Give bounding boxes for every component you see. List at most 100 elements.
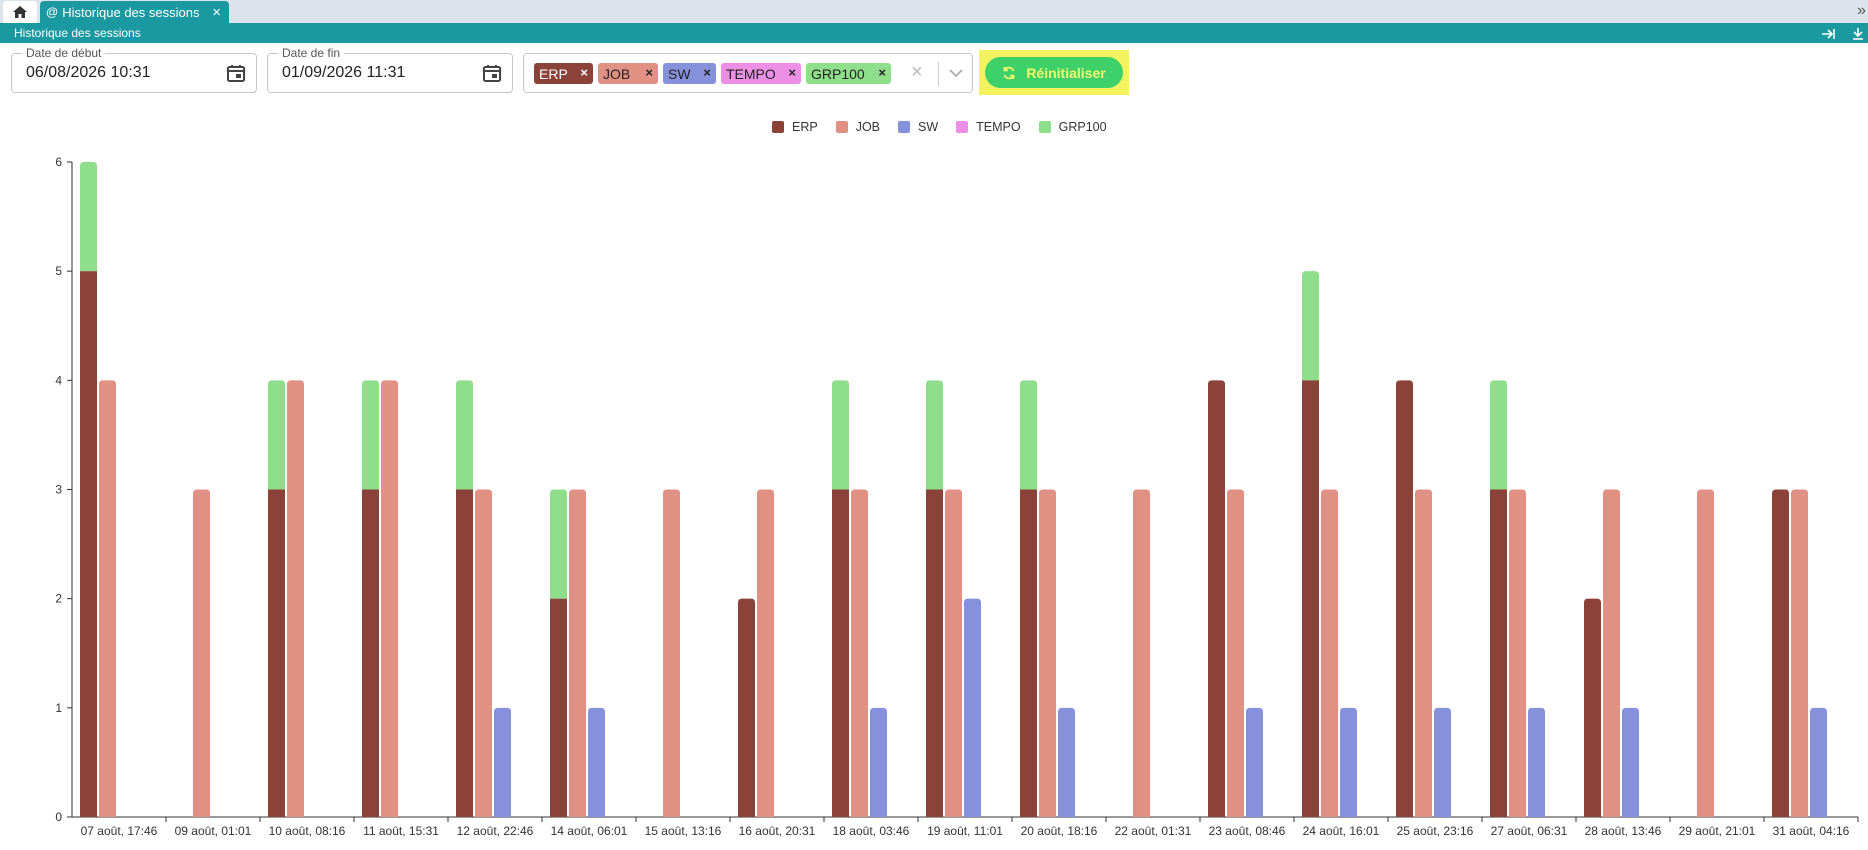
remove-chip-icon[interactable]: × — [788, 65, 796, 80]
y-tick-label: 4 — [55, 373, 62, 387]
legend-item-erp[interactable]: ERP — [772, 120, 818, 134]
end-date-value[interactable]: 01/09/2026 11:31 — [282, 64, 406, 81]
end-date-label: Date de fin — [278, 46, 345, 60]
legend-item-job[interactable]: JOB — [835, 120, 881, 134]
bar-erp — [1020, 489, 1037, 817]
bar-job — [1603, 489, 1620, 817]
home-tab[interactable] — [3, 1, 37, 23]
x-tick-label: 16 août, 20:31 — [739, 824, 816, 838]
sessions-bar-chart: 0 1 2 3 4 5 6 07 août, 17:46 09 août, 01:01 10 ao… — [55, 155, 1859, 838]
x-tick-label: 14 août, 06:01 — [551, 824, 628, 838]
legend-label: GRP100 — [1058, 120, 1107, 134]
bar-erp — [456, 489, 473, 817]
bar-grp100 — [1490, 380, 1507, 490]
close-tab-icon[interactable]: × — [212, 4, 221, 21]
module-bar: Historique des sessions — [0, 23, 1868, 43]
legend-label: SW — [918, 120, 939, 134]
x-tick-label: 24 août, 16:01 — [1303, 824, 1380, 838]
bar-job — [1509, 489, 1526, 817]
y-tick-label: 6 — [55, 155, 62, 169]
reset-label: Réinitialiser — [1026, 64, 1106, 81]
chip-tempo: TEMPO × — [721, 63, 801, 84]
bar-job — [381, 380, 398, 817]
bar-erp — [926, 489, 943, 817]
bar-grp100 — [456, 380, 473, 490]
x-tick-label: 20 août, 18:16 — [1021, 824, 1098, 838]
bar-grp100 — [80, 162, 97, 272]
clear-selection-icon[interactable]: × — [911, 61, 923, 83]
x-tick-label: 10 août, 08:16 — [269, 824, 346, 838]
y-tick-label: 1 — [55, 701, 62, 715]
bar-job — [475, 489, 492, 817]
end-date-field[interactable]: Date de fin 01/09/2026 11:31 — [267, 46, 513, 93]
bar-grp100 — [550, 489, 567, 599]
application-multiselect[interactable]: ERP × JOB × SW × TEMPO × GRP100 × × — [523, 53, 973, 93]
bar-sw — [1434, 707, 1451, 817]
bar-erp — [832, 489, 849, 817]
reset-highlight: Réinitialiser — [979, 50, 1129, 95]
at-icon: @ — [46, 5, 59, 19]
legend-label: JOB — [855, 120, 881, 134]
bar-grp100 — [362, 380, 379, 490]
bar-grp100 — [268, 380, 285, 490]
x-tick-label: 28 août, 13:46 — [1585, 824, 1662, 838]
x-tick-label: 31 août, 04:16 — [1773, 824, 1850, 838]
bar-sw — [1340, 707, 1357, 817]
legend-item-sw[interactable]: SW — [898, 120, 938, 134]
bar-job — [757, 489, 774, 817]
bar-erp — [268, 489, 285, 817]
y-tick-label: 3 — [55, 483, 62, 497]
remove-chip-icon[interactable]: × — [580, 65, 588, 80]
tab-session-history[interactable]: @ Historique des sessions × — [40, 1, 229, 23]
bar-job — [1227, 489, 1244, 817]
legend-item-grp100[interactable]: GRP100 — [1038, 120, 1107, 134]
bar-job — [945, 489, 962, 817]
bar-erp — [1584, 598, 1601, 817]
bar-grp100 — [1020, 380, 1037, 490]
start-date-value[interactable]: 06/08/2026 10:31 — [26, 64, 151, 81]
bar-grp100 — [926, 380, 943, 490]
bar-sw — [1528, 707, 1545, 817]
remove-chip-icon[interactable]: × — [878, 65, 886, 80]
download-icon[interactable] — [1852, 28, 1864, 41]
x-tick-label: 23 août, 08:46 — [1209, 824, 1286, 838]
remove-chip-icon[interactable]: × — [645, 65, 653, 80]
bar-sw — [1246, 707, 1263, 817]
collapse-right-icon[interactable] — [1822, 28, 1836, 40]
calendar-icon[interactable] — [226, 63, 246, 83]
bar-sw — [1622, 707, 1639, 817]
reset-button[interactable]: Réinitialiser — [985, 57, 1123, 88]
tab-title: Historique des sessions — [62, 4, 200, 20]
legend-swatch — [898, 121, 911, 133]
x-tick-label: 25 août, 23:16 — [1397, 824, 1474, 838]
start-date-field[interactable]: Date de début 06/08/2026 10:31 — [11, 46, 257, 93]
x-tick-label: 11 août, 15:31 — [363, 824, 439, 838]
calendar-icon[interactable] — [482, 63, 502, 83]
bar-erp — [80, 271, 97, 818]
x-tick-label: 12 août, 22:46 — [457, 824, 534, 838]
bar-grp100 — [1302, 271, 1319, 381]
overflow-tabs-icon[interactable]: » — [1857, 2, 1866, 19]
bar-erp — [1396, 380, 1413, 817]
bar-sw — [1058, 707, 1075, 817]
chevron-down-icon[interactable] — [946, 62, 966, 84]
bar-erp — [362, 489, 379, 817]
bar-sw — [1810, 707, 1827, 817]
bar-job — [1415, 489, 1432, 817]
bar-sw — [870, 707, 887, 817]
legend-item-tempo[interactable]: TEMPO — [956, 120, 1021, 134]
legend-label: TEMPO — [976, 120, 1021, 134]
x-tick-label: 29 août, 21:01 — [1679, 824, 1756, 838]
bar-erp — [1208, 380, 1225, 817]
bar-erp — [1302, 380, 1319, 817]
legend-swatch — [772, 121, 784, 133]
remove-chip-icon[interactable]: × — [703, 65, 711, 80]
chip-grp100: GRP100 × — [806, 63, 891, 84]
bar-job — [193, 489, 210, 817]
bar-job — [569, 489, 586, 817]
chip-job: JOB × — [598, 63, 658, 84]
bar-job — [1321, 489, 1338, 817]
x-tick-label: 18 août, 03:46 — [833, 824, 910, 838]
chip-label: GRP100 — [811, 65, 865, 82]
chip-label: ERP — [539, 65, 568, 82]
